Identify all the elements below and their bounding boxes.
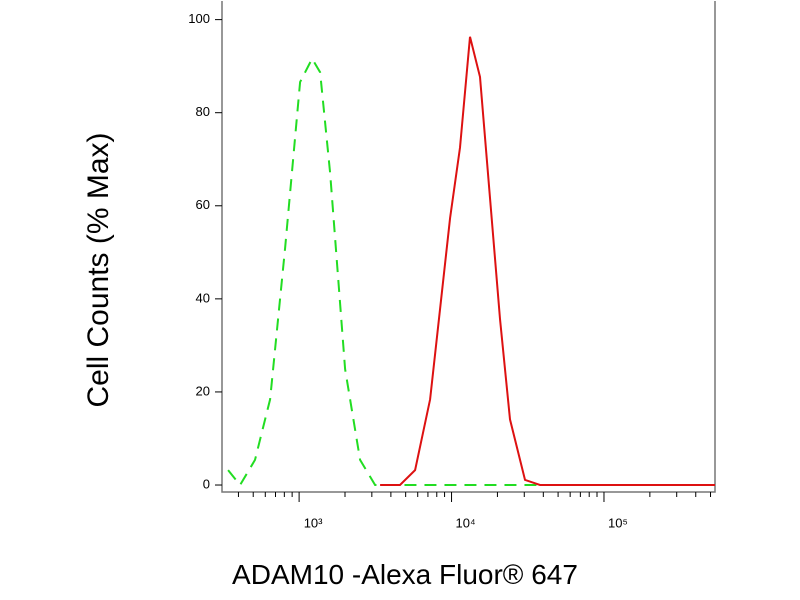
y-tick-label: 0 xyxy=(203,476,210,491)
x-axis-label: ADAM10 -Alexa Fluor® 647 xyxy=(232,559,578,590)
x-tick-label: 10³ xyxy=(304,515,323,530)
x-tick-label: 10⁴ xyxy=(456,515,476,530)
y-tick-label: 80 xyxy=(196,104,210,119)
histogram-line xyxy=(227,56,715,487)
y-tick-label: 20 xyxy=(196,383,210,398)
x-tick-label: 10⁵ xyxy=(608,515,628,530)
y-tick-label: 40 xyxy=(196,290,210,305)
y-tick-label: 60 xyxy=(196,197,210,212)
y-tick-label: 100 xyxy=(188,11,210,26)
histogram-line xyxy=(380,36,715,486)
y-axis-label: Cell Counts (% Max) xyxy=(82,132,115,407)
axis-frame xyxy=(221,1,716,493)
